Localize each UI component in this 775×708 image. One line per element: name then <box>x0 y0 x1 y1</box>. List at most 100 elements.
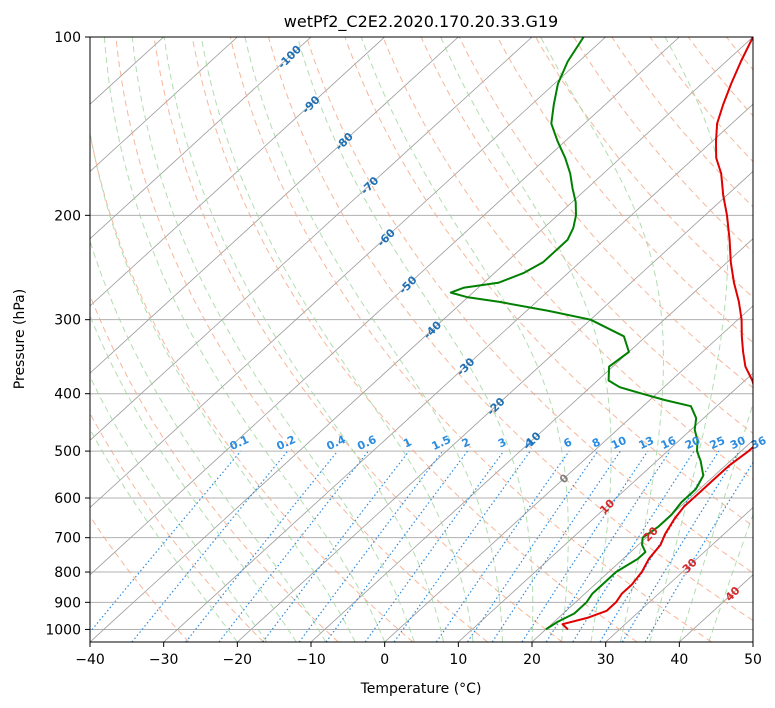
x-tick-label: −20 <box>223 652 253 668</box>
dry-adiabat <box>382 37 753 481</box>
x-tick-label: −10 <box>296 652 326 668</box>
dry-adiabat <box>191 37 638 642</box>
isotherm-line <box>90 37 533 441</box>
isotherm-line <box>90 37 606 509</box>
dry-adiabat <box>420 37 753 434</box>
mixing-ratio-line <box>491 450 621 642</box>
dry-adiabat <box>90 293 339 642</box>
moist-adiabat <box>440 37 612 642</box>
isotherm-line <box>458 372 753 642</box>
background-lines <box>90 37 753 642</box>
mixing-ratio-label: 36 <box>749 434 769 452</box>
moist-adiabat <box>678 401 753 642</box>
chart-title: wetPf2_C2E2.2020.170.20.33.G19 <box>284 12 558 32</box>
y-tick-label: 600 <box>54 491 81 507</box>
dry-adiabat <box>344 37 753 527</box>
y-tick-label: 900 <box>54 595 81 611</box>
moist-adiabat <box>163 37 445 642</box>
moist-adiabat <box>360 37 569 642</box>
mixing-ratio-line <box>393 450 531 642</box>
moist-adiabat <box>649 37 729 642</box>
isotherm-line <box>90 37 312 240</box>
moist-adiabat <box>90 129 356 642</box>
mixing-ratio-line <box>521 450 649 642</box>
x-tick-label: 20 <box>523 652 541 668</box>
mixing-ratio-line <box>185 450 339 642</box>
plot-frame <box>89 36 754 643</box>
temperature-profile <box>561 37 753 631</box>
mixing-ratio-line <box>621 450 740 642</box>
mixing-ratio-line <box>545 450 671 642</box>
isotherm-line <box>310 238 753 642</box>
mixing-ratio-line <box>131 450 289 642</box>
y-tick-label: 100 <box>54 30 81 46</box>
x-tick-label: 30 <box>597 652 615 668</box>
mixing-ratio-line <box>364 450 505 642</box>
isotherm-line <box>237 170 753 642</box>
dry-adiabat <box>649 37 753 163</box>
moist-adiabat <box>103 37 386 642</box>
mixing-ratio-line <box>298 450 444 642</box>
dry-adiabat <box>90 131 414 642</box>
moist-adiabat <box>296 37 534 642</box>
moist-adiabat <box>90 375 268 642</box>
isotherm-line <box>90 37 459 374</box>
isotherm-line <box>605 507 753 642</box>
mixing-ratio-line <box>572 450 695 642</box>
mixing-ratio-line <box>435 450 570 642</box>
x-tick-label: 0 <box>380 652 389 668</box>
y-tick-label: 400 <box>54 387 81 403</box>
dry-adiabat <box>115 37 488 642</box>
dry-adiabat <box>306 37 753 574</box>
x-axis: −40 −30 −20 −10 0 10 20 30 40 50 <box>75 642 762 668</box>
mixing-ratio-line <box>90 450 242 633</box>
x-tick-label: −30 <box>149 652 179 668</box>
dry-adiabat <box>153 37 563 642</box>
mixing-ratio-line <box>325 450 468 642</box>
isotherm-line <box>384 305 753 642</box>
y-tick-label: 1000 <box>45 622 81 638</box>
mixing-ratio-line <box>262 450 410 642</box>
data-lines <box>449 37 753 631</box>
dry-adiabat <box>573 37 753 253</box>
y-axis-label: Pressure (hPa) <box>12 289 28 389</box>
y-tick-label: 800 <box>54 565 81 581</box>
isotherm-line <box>90 37 753 642</box>
isotherm-line <box>90 37 385 307</box>
x-tick-label: −40 <box>75 652 105 668</box>
mixing-ratio-label: 16 <box>659 434 679 452</box>
mixing-ratio-label: 30 <box>728 434 748 452</box>
dry-adiabat <box>496 37 753 344</box>
moist-adiabat <box>90 239 327 642</box>
x-axis-label: Temperature (°C) <box>360 681 482 697</box>
moist-adiabat <box>244 37 503 642</box>
moist-adiabat <box>90 314 297 642</box>
moist-adiabat <box>708 513 753 642</box>
y-tick-label: 200 <box>54 208 81 224</box>
dry-adiabat <box>268 37 753 622</box>
isotherm-line <box>90 37 238 172</box>
x-tick-label: 40 <box>670 652 688 668</box>
mixing-ratio-label: 13 <box>637 434 656 452</box>
mixing-ratio-label: 25 <box>708 434 727 452</box>
dewpoint-profile <box>449 37 705 631</box>
dry-adiabat <box>458 37 753 389</box>
y-tick-label: 300 <box>54 313 81 329</box>
moist-adiabat <box>200 37 474 642</box>
mixing-ratio-label: 10 <box>609 434 629 452</box>
moist-adiabat <box>540 37 664 642</box>
isotherm-line <box>90 37 680 576</box>
y-tick-label: 500 <box>54 444 81 460</box>
mixing-ratio-label: 20 <box>683 434 703 452</box>
dry-adiabat <box>90 412 264 642</box>
y-axis: 100 200 300 400 500 600 700 800 900 1000 <box>45 30 90 638</box>
x-tick-label: 50 <box>744 652 762 668</box>
x-tick-label: 10 <box>449 652 467 668</box>
dry-adiabat <box>229 37 712 642</box>
moist-adiabat <box>131 37 415 642</box>
y-tick-label: 700 <box>54 531 81 547</box>
moist-adiabat <box>90 428 238 642</box>
mixing-ratio-line <box>466 450 599 642</box>
